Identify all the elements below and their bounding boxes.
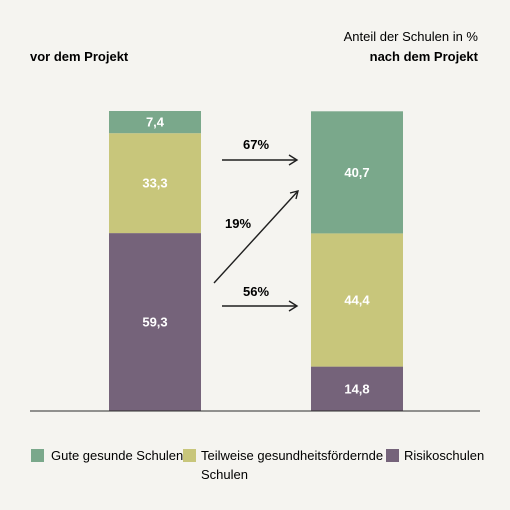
transition-arrows bbox=[213, 154, 299, 312]
arrowhead-67 bbox=[288, 154, 299, 166]
bar-segment-gute-vor bbox=[109, 111, 201, 134]
bar-segment-risiko-vor bbox=[109, 233, 201, 411]
category-label-before: vor dem Projekt bbox=[30, 49, 129, 64]
legend-label-teilweise-line2: Schulen bbox=[201, 467, 248, 482]
legend: Gute gesunde Schulen Teilweise gesundhei… bbox=[31, 448, 484, 482]
transition-label-56: 56% bbox=[243, 284, 269, 299]
legend-swatch-teilweise bbox=[183, 449, 196, 462]
legend-swatch-risiko bbox=[386, 449, 399, 462]
legend-label-gute: Gute gesunde Schulen bbox=[51, 448, 183, 463]
unit-label: Anteil der Schulen in % bbox=[344, 29, 479, 44]
data-label-teilweise-vor: 33,3 bbox=[142, 176, 167, 191]
category-label-after: nach dem Projekt bbox=[370, 49, 479, 64]
bar-segment-gute-nach bbox=[311, 111, 403, 234]
data-label-gute-vor: 7,4 bbox=[146, 115, 165, 130]
data-label-risiko-nach: 14,8 bbox=[344, 381, 369, 396]
transition-label-67: 67% bbox=[243, 137, 269, 152]
bars: 59,3 33,3 7,4 14,8 44,4 40,7 bbox=[109, 111, 403, 411]
arrow-19 bbox=[213, 190, 299, 284]
legend-swatch-gute bbox=[31, 449, 44, 462]
arrowhead-56 bbox=[288, 300, 299, 312]
transition-label-19: 19% bbox=[225, 216, 251, 231]
legend-label-teilweise-line1: Teilweise gesundheitsfördernde bbox=[201, 448, 383, 463]
legend-label-risiko: Risikoschulen bbox=[404, 448, 484, 463]
arrowhead-19 bbox=[289, 190, 299, 200]
data-label-teilweise-nach: 44,4 bbox=[344, 293, 370, 308]
data-label-gute-nach: 40,7 bbox=[344, 165, 369, 180]
data-label-risiko-vor: 59,3 bbox=[142, 315, 167, 330]
bar-segment-risiko-nach bbox=[311, 366, 403, 411]
bar-segment-teilweise-vor bbox=[109, 133, 201, 234]
bar-segment-teilweise-nach bbox=[311, 233, 403, 367]
